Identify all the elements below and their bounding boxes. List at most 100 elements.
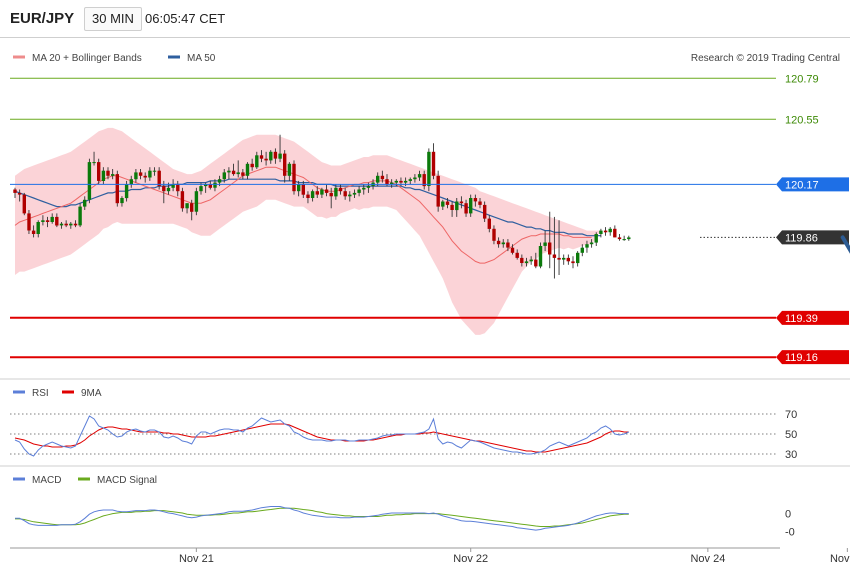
rsi-legend: RSI 9MA xyxy=(13,388,102,399)
candle-body xyxy=(548,242,552,255)
level-label-support: 119.39 xyxy=(785,313,818,325)
candle-body xyxy=(334,187,338,197)
candle-body xyxy=(22,194,26,214)
candle-body xyxy=(403,180,408,183)
candle-body xyxy=(338,187,343,192)
forecast-arrow xyxy=(840,235,850,254)
candle-body xyxy=(255,155,259,168)
candle-body xyxy=(301,184,305,195)
candle-body xyxy=(617,237,622,240)
candle-body xyxy=(106,170,110,176)
rsi-tick-label: 30 xyxy=(785,449,797,461)
candle-body xyxy=(129,179,133,185)
candle-body xyxy=(83,199,87,207)
candle-body xyxy=(469,198,473,214)
candle-body xyxy=(236,172,240,175)
candle-body xyxy=(227,170,231,173)
candle-body xyxy=(543,242,547,246)
x-tick-label: Nov 24 xyxy=(690,553,725,565)
candle-body xyxy=(287,163,292,176)
candle-body xyxy=(422,174,426,187)
candle-body xyxy=(603,230,608,233)
candle-body xyxy=(459,201,464,204)
candle-body xyxy=(385,179,389,185)
candle-body xyxy=(441,201,445,207)
candle-body xyxy=(627,237,631,240)
level-tag-support xyxy=(776,350,849,365)
macd-line xyxy=(15,506,629,531)
candle-body xyxy=(510,247,515,253)
candle-body xyxy=(73,223,78,226)
level-label-current: 119.86 xyxy=(785,232,818,244)
candle-body xyxy=(608,228,612,233)
candle-body xyxy=(483,204,487,219)
candle-body xyxy=(589,242,594,245)
candle-body xyxy=(580,247,584,253)
candle-body xyxy=(278,153,282,159)
candle-body xyxy=(269,151,273,161)
attribution: Research © 2019 Trading Central xyxy=(691,53,840,64)
candle-body xyxy=(529,259,533,262)
candle-body xyxy=(50,216,54,222)
rsi-ma9-line xyxy=(14,423,629,453)
candle-body xyxy=(273,151,278,159)
candle-body xyxy=(59,223,64,226)
candle-body xyxy=(376,175,380,183)
chart-header: EUR/JPY 30 MIN 06:05:47 CET xyxy=(0,0,850,38)
candle-body xyxy=(506,242,510,248)
candle-body xyxy=(27,213,31,231)
candle-body xyxy=(138,172,143,176)
candle-body xyxy=(101,170,106,181)
level-label-resistance: 120.79 xyxy=(785,73,819,85)
candle-body xyxy=(64,223,68,226)
candle-body xyxy=(478,201,482,205)
candle-body xyxy=(534,259,538,267)
legend-rsi: RSI xyxy=(32,388,49,399)
candle-body xyxy=(171,184,175,188)
x-tick-label: Nov 21 xyxy=(179,553,214,565)
candle-body xyxy=(199,186,203,192)
candle-body xyxy=(283,153,287,176)
candle-body xyxy=(13,189,17,193)
timeframe-button[interactable]: 30 MIN xyxy=(84,7,142,31)
macd-legend: MACD MACD Signal xyxy=(13,475,157,486)
candle-body xyxy=(562,257,566,260)
macd-tick-label: 0 xyxy=(785,509,791,521)
candle-body xyxy=(557,257,561,260)
candle-body xyxy=(250,163,254,168)
candle-body xyxy=(394,180,398,183)
candle-body xyxy=(45,220,50,222)
candle-body xyxy=(473,198,478,202)
candle-body xyxy=(241,172,245,176)
candle-body xyxy=(92,162,96,164)
macd-signal-line xyxy=(15,507,629,527)
candle-body xyxy=(450,204,454,210)
candle-body xyxy=(306,194,310,198)
candle-body xyxy=(148,170,152,178)
rsi-tick-label: 50 xyxy=(785,429,797,441)
ma20-line xyxy=(14,166,592,264)
candle-body xyxy=(162,186,166,192)
candle-body xyxy=(259,155,264,159)
candle-body xyxy=(143,175,147,178)
rsi-panel: 70 50 30 xyxy=(10,409,797,461)
bollinger-bands xyxy=(15,127,601,335)
rsi-line xyxy=(14,415,629,457)
candle-body xyxy=(124,184,129,199)
candle-body xyxy=(524,261,529,264)
candle-body xyxy=(515,252,519,258)
candle-body xyxy=(115,174,119,204)
legend-macd: MACD xyxy=(32,475,61,486)
candle-body xyxy=(190,203,194,212)
ma50-line xyxy=(14,178,601,237)
candle-body xyxy=(41,220,45,222)
legend-signal: MACD Signal xyxy=(97,475,157,486)
candle-body xyxy=(134,172,138,180)
candle-body xyxy=(552,254,557,258)
candle-body xyxy=(399,180,403,183)
candle-body xyxy=(538,246,543,267)
candle-body xyxy=(427,151,431,186)
candle-body xyxy=(487,218,491,229)
candle-body xyxy=(390,182,394,185)
